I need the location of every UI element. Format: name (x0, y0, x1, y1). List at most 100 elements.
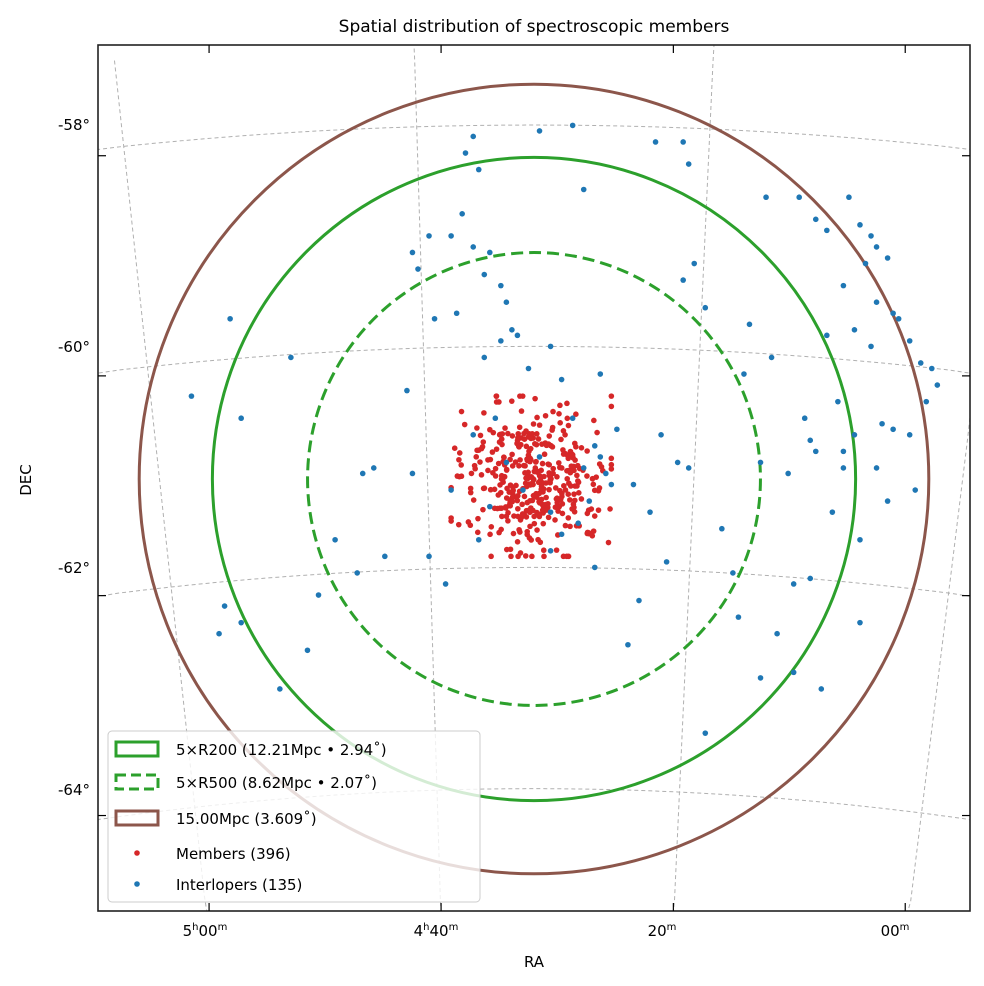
plot-frame (97, 44, 971, 912)
member-point (495, 460, 502, 467)
legend: 5×R200 (12.21Mpc • 2.94˚) 5×R500 (8.62Mp… (107, 730, 481, 903)
legend-label-interlopers: Interlopers (135) (176, 876, 302, 894)
interloper-point (719, 525, 725, 532)
interloper-point (857, 222, 863, 228)
interloper-point (569, 122, 576, 129)
interloper-point (835, 398, 841, 405)
interloper-point (768, 354, 775, 361)
member-point (525, 481, 532, 487)
member-point (522, 463, 528, 469)
member-point (539, 501, 545, 507)
member-point (504, 485, 510, 492)
member-point (503, 495, 510, 501)
member-point (564, 400, 570, 407)
interloper-point (525, 365, 532, 372)
member-point (568, 463, 575, 469)
member-point (561, 482, 567, 489)
member-point (461, 421, 468, 428)
interloper-point (873, 244, 880, 250)
x-tick-label: 20m (648, 922, 677, 940)
interloper-point (757, 459, 764, 466)
member-point (570, 501, 577, 508)
member-point (536, 472, 543, 479)
interloper-point (746, 321, 753, 328)
member-point (540, 547, 547, 554)
ra-gridline (897, 64, 970, 911)
member-point (608, 466, 615, 472)
member-point (584, 530, 591, 537)
interloper-point (929, 365, 935, 372)
interloper-point (580, 186, 587, 193)
member-point (493, 393, 500, 399)
member-point (591, 417, 597, 424)
interloper-point (448, 487, 454, 493)
interloper-point (796, 194, 802, 201)
member-point (451, 445, 458, 452)
member-point (529, 497, 536, 504)
interloper-point (906, 432, 913, 438)
member-point (557, 496, 564, 503)
member-point (532, 459, 539, 465)
radius-circles (137, 82, 931, 876)
member-point (529, 553, 535, 560)
x-tick-label: 4h40m (414, 922, 459, 940)
interloper-point (426, 233, 432, 239)
member-point (584, 473, 590, 479)
interloper-point (520, 487, 526, 493)
interloper-point (238, 415, 244, 422)
interloper-point (498, 282, 504, 289)
interloper-point (597, 371, 604, 377)
interloper-point (735, 614, 742, 620)
interloper-point (597, 454, 604, 460)
interloper-point (785, 470, 791, 477)
interloper-point (277, 686, 283, 692)
legend-label-members: Members (396) (176, 845, 291, 863)
member-point (496, 529, 502, 536)
member-point (526, 535, 533, 541)
interloper-point (415, 266, 421, 272)
member-point (571, 491, 577, 497)
member-point (537, 539, 544, 546)
member-point (559, 501, 566, 507)
member-point (507, 456, 513, 463)
interloper-point (580, 465, 587, 471)
member-point (608, 393, 615, 399)
member-point (527, 523, 533, 530)
member-point (530, 421, 537, 427)
interloper-point (431, 315, 438, 322)
member-point (523, 443, 530, 450)
member-point (522, 553, 529, 559)
interloper-point (238, 619, 244, 626)
interloper-point (608, 481, 615, 488)
interloper-point (221, 603, 228, 609)
member-point (572, 483, 578, 489)
member-point (523, 428, 529, 434)
member-point (455, 521, 462, 528)
interloper-point (503, 459, 510, 466)
interloper-point (812, 448, 819, 455)
member-point (509, 451, 515, 458)
radius-circle (137, 82, 931, 876)
member-point (559, 510, 566, 517)
dec-gridline (98, 345, 970, 407)
interloper-point (895, 315, 902, 322)
member-point (608, 455, 615, 462)
member-point (578, 496, 585, 502)
member-point (458, 462, 465, 468)
member-point (535, 479, 542, 486)
interloper-point (868, 233, 874, 239)
member-point (575, 479, 582, 486)
interloper-point (188, 393, 195, 399)
interloper-point (216, 630, 222, 637)
interloper-point (658, 432, 664, 438)
member-point (567, 497, 573, 503)
member-point (553, 547, 560, 553)
interloper-point (685, 465, 692, 471)
interloper-point (481, 354, 488, 361)
interloper-point (470, 432, 477, 438)
interloper-point (536, 454, 543, 460)
member-point (591, 487, 598, 494)
member-point (531, 513, 537, 520)
interloper-point (288, 354, 294, 361)
